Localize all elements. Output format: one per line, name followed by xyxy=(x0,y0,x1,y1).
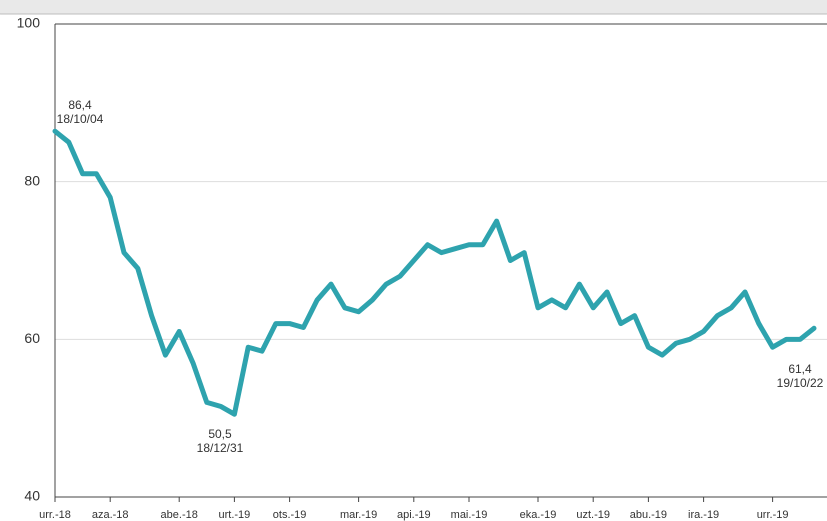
x-tick-label: abu.-19 xyxy=(630,509,667,521)
x-tick-label: urt.-19 xyxy=(219,509,251,521)
line-series xyxy=(52,128,817,417)
x-tick-label: mar.-19 xyxy=(340,509,377,521)
y-tick-label: 80 xyxy=(24,172,40,188)
x-tick-label: abe.-18 xyxy=(161,509,198,521)
x-tick-label: urr.-19 xyxy=(757,509,789,521)
header-bar xyxy=(0,0,827,15)
annotation-date: 18/10/04 xyxy=(57,112,104,126)
x-tick-label: urr.-18 xyxy=(39,509,71,521)
annotation-date: 18/12/31 xyxy=(197,441,244,455)
x-tick-label: api.-19 xyxy=(397,509,431,521)
x-tick-label: ots.-19 xyxy=(273,509,307,521)
y-tick-label: 40 xyxy=(24,488,40,504)
y-tick-label: 100 xyxy=(17,15,41,31)
x-tick-label: uzt.-19 xyxy=(576,509,610,521)
y-tick-label: 60 xyxy=(24,330,40,346)
annotation-date: 19/10/22 xyxy=(777,376,824,390)
annotation-value: 86,4 xyxy=(68,98,92,112)
x-tick-label: aza.-18 xyxy=(92,509,129,521)
annotation-value: 50,5 xyxy=(208,427,232,441)
x-tick-label: eka.-19 xyxy=(520,509,557,521)
annotation-value: 61,4 xyxy=(788,362,812,376)
x-tick-label: ira.-19 xyxy=(688,509,719,521)
x-tick-label: mai.-19 xyxy=(451,509,488,521)
